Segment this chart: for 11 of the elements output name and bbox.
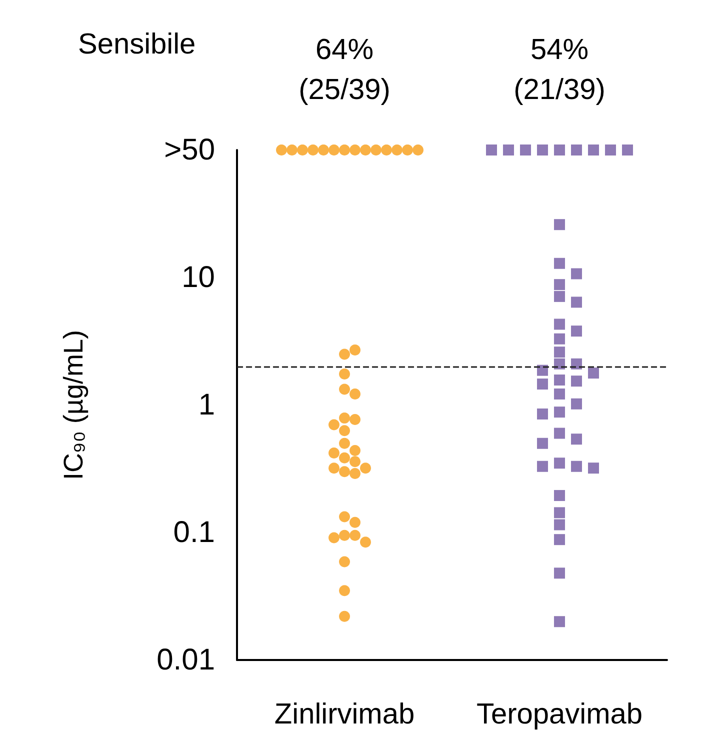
y-tick-label: >50 [164,134,215,166]
y-tick-label: 1 [198,388,215,422]
y-tick-label: 0.1 [173,516,215,549]
x-tick-label: Teropavimab [476,698,643,730]
text: 54% (21/39) [514,34,606,106]
y-tick-label: 10 [182,261,215,294]
y-tick-label: 0.01 [156,644,215,676]
text: Sensibile [78,28,196,60]
text: 64% (25/39) [298,34,390,106]
x-tick-label: Zinlirvimab [274,698,415,730]
y-axis-title: IC₉₀ (µg/mL) [58,330,88,480]
